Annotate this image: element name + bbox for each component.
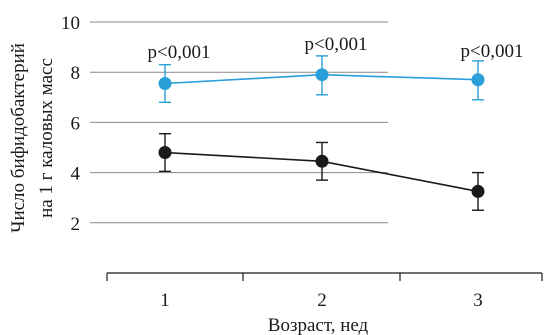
data-point (471, 73, 485, 87)
data-point (158, 146, 172, 160)
x-axis: 1 2 3 (106, 272, 543, 311)
p-value-annotation: p<0,001 (148, 42, 211, 63)
y-axis-title-line-1: Число бифидобактерий (8, 43, 29, 233)
annotations: p<0,001 p<0,001 p<0,001 (148, 34, 524, 63)
y-tick-labels: 2 4 6 8 10 (61, 13, 81, 235)
y-tick-label: 10 (61, 13, 80, 34)
series-layer (158, 55, 485, 211)
series-1 (158, 55, 485, 104)
y-axis-title: Число бифидобактерий на 1 г каловых масс (8, 43, 57, 233)
y-tick-label: 2 (71, 214, 81, 235)
x-tick-label: 1 (160, 290, 170, 311)
p-value-annotation: p<0,001 (461, 41, 524, 62)
data-point (471, 184, 485, 198)
y-tick-label: 4 (71, 164, 81, 185)
x-tick-label: 2 (317, 290, 327, 311)
data-point (158, 76, 172, 90)
series-2 (158, 132, 485, 211)
y-tick-label: 8 (71, 63, 81, 84)
data-point (315, 68, 329, 82)
p-value-annotation: p<0,001 (305, 34, 368, 55)
y-tick-label: 6 (71, 113, 81, 134)
grid-lines (90, 21, 388, 224)
y-axis-title-line-2: на 1 г каловых масс (36, 58, 57, 218)
data-point (315, 154, 329, 168)
x-tick-label: 3 (473, 290, 483, 311)
x-axis-title: Возраст, нед (268, 315, 369, 335)
